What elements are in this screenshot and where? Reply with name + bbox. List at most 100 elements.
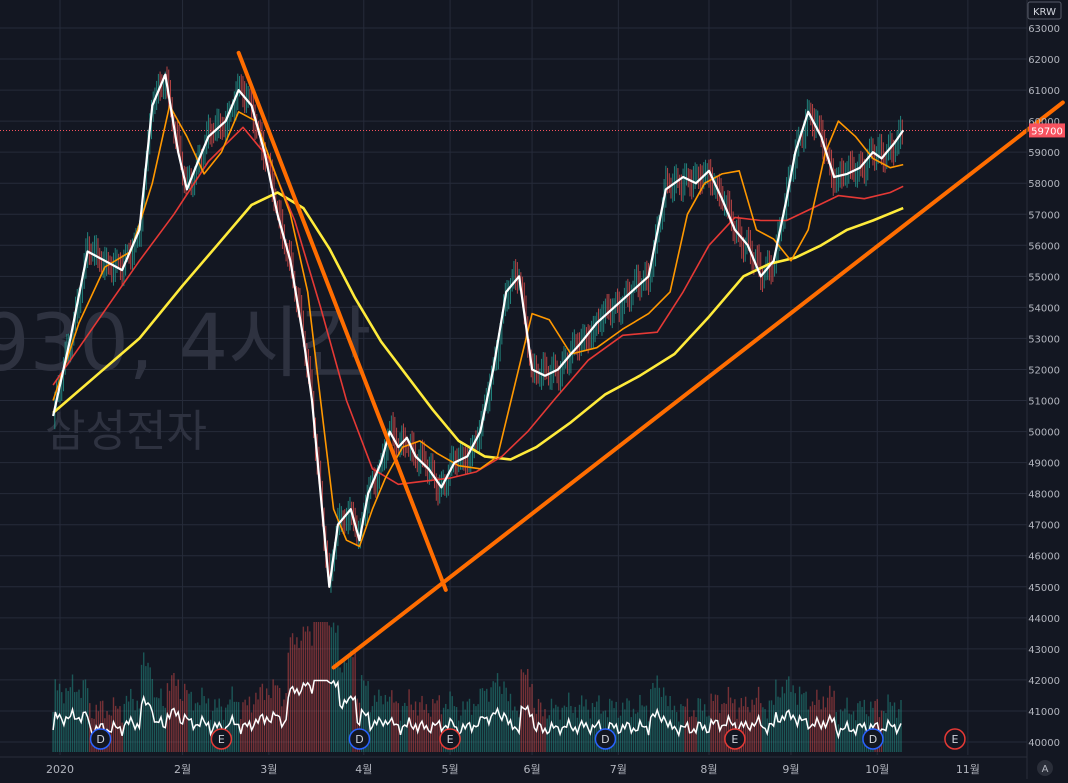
auto-scale-label: A	[1042, 764, 1049, 775]
volume-bar	[682, 705, 684, 752]
volume-bar	[80, 697, 82, 752]
volume-bar	[652, 682, 654, 752]
volume-bar	[434, 703, 436, 752]
volume-bar	[315, 622, 318, 752]
auto-scale-button[interactable]: A	[1037, 760, 1053, 776]
volume-bar	[173, 672, 175, 752]
volume-bar	[294, 644, 296, 752]
volume-bar	[721, 704, 723, 752]
volume-bar	[792, 685, 794, 752]
volume-bar	[637, 712, 639, 752]
volume-bar	[744, 696, 747, 752]
dividend-marker-label: D	[96, 733, 104, 746]
volume-bar	[410, 704, 412, 752]
volume-bar	[619, 715, 622, 752]
volume-bar	[563, 705, 566, 752]
y-tick-label: 40000	[1028, 738, 1060, 749]
volume-bar	[188, 693, 190, 752]
volume-bar	[693, 710, 695, 752]
volume-bar	[555, 704, 557, 752]
volume-bar	[773, 704, 775, 752]
volume-bar	[820, 709, 822, 752]
y-tick-label: 47000	[1028, 521, 1060, 532]
volume-bar	[289, 637, 292, 752]
volume-bar	[246, 705, 248, 752]
volume-bar	[155, 697, 158, 752]
volume-bar	[285, 693, 287, 752]
volume-bar	[714, 694, 717, 752]
volume-bar	[658, 687, 661, 752]
volume-bar	[257, 699, 259, 752]
watermark-symbol: 930, 4시간	[0, 299, 372, 389]
volume-bar	[412, 710, 415, 752]
x-tick-label: 4월	[355, 763, 372, 776]
volume-bar	[263, 700, 266, 752]
volume-bar	[376, 701, 378, 752]
trendline	[331, 100, 1065, 670]
volume-bar	[788, 676, 790, 752]
volume-bar	[384, 694, 387, 752]
volume-bar	[63, 703, 65, 752]
volume-bar	[212, 710, 214, 752]
volume-bar	[891, 705, 894, 752]
volume-bar	[874, 700, 876, 752]
trendline	[236, 50, 448, 592]
earnings-marker-label: E	[447, 733, 454, 746]
last-price-label: 59700	[1031, 126, 1063, 137]
volume-bar	[831, 696, 833, 752]
volume-bar	[481, 688, 484, 752]
volume-bar	[240, 719, 242, 752]
volume-bar	[281, 706, 283, 752]
volume-bar	[593, 707, 596, 752]
volume-bar	[811, 701, 814, 752]
volume-bar	[587, 709, 589, 752]
volume-bar	[477, 704, 479, 752]
volume-bar	[268, 695, 270, 752]
volume-bar	[861, 706, 863, 752]
volume-bar	[475, 706, 477, 752]
volume-bar	[667, 706, 669, 752]
volume-bar	[214, 699, 216, 752]
volume-bar	[69, 687, 72, 752]
volume-bar	[386, 701, 389, 752]
volume-bar	[86, 688, 89, 752]
volume-bar	[339, 667, 341, 752]
volume-bar	[656, 675, 658, 752]
x-tick-label: 9월	[782, 763, 799, 776]
volume-bar	[546, 718, 548, 752]
volume-bar	[807, 709, 809, 752]
volume-bar	[496, 673, 499, 752]
volume-bar	[643, 706, 645, 752]
volume-bar	[76, 691, 78, 752]
volume-bar	[898, 709, 900, 752]
volume-bar	[486, 688, 488, 752]
volume-bar	[82, 680, 85, 752]
x-tick-label: 5월	[442, 763, 459, 776]
currency-badge[interactable]: KRW	[1027, 1, 1062, 20]
volume-bar	[117, 708, 119, 752]
volume-bar	[660, 696, 663, 752]
volume-bar	[99, 701, 102, 752]
volume-bar	[527, 668, 529, 752]
volume-bar	[175, 685, 177, 752]
earnings-marker-circle	[724, 728, 746, 750]
volume-bar	[378, 689, 380, 752]
volume-bar	[259, 687, 261, 752]
volume-bar	[762, 707, 764, 752]
volume-bar	[311, 645, 313, 752]
trendlines[interactable]	[236, 50, 1065, 670]
volume-bar	[630, 717, 633, 752]
volume-bar	[880, 710, 883, 752]
volume-bar	[647, 721, 650, 752]
volume-bar	[568, 692, 570, 752]
volume-bar	[300, 640, 302, 752]
volume-bar	[179, 698, 182, 752]
volume-bar	[548, 715, 551, 752]
volume-bar	[136, 700, 138, 752]
volume-bar	[585, 699, 587, 752]
